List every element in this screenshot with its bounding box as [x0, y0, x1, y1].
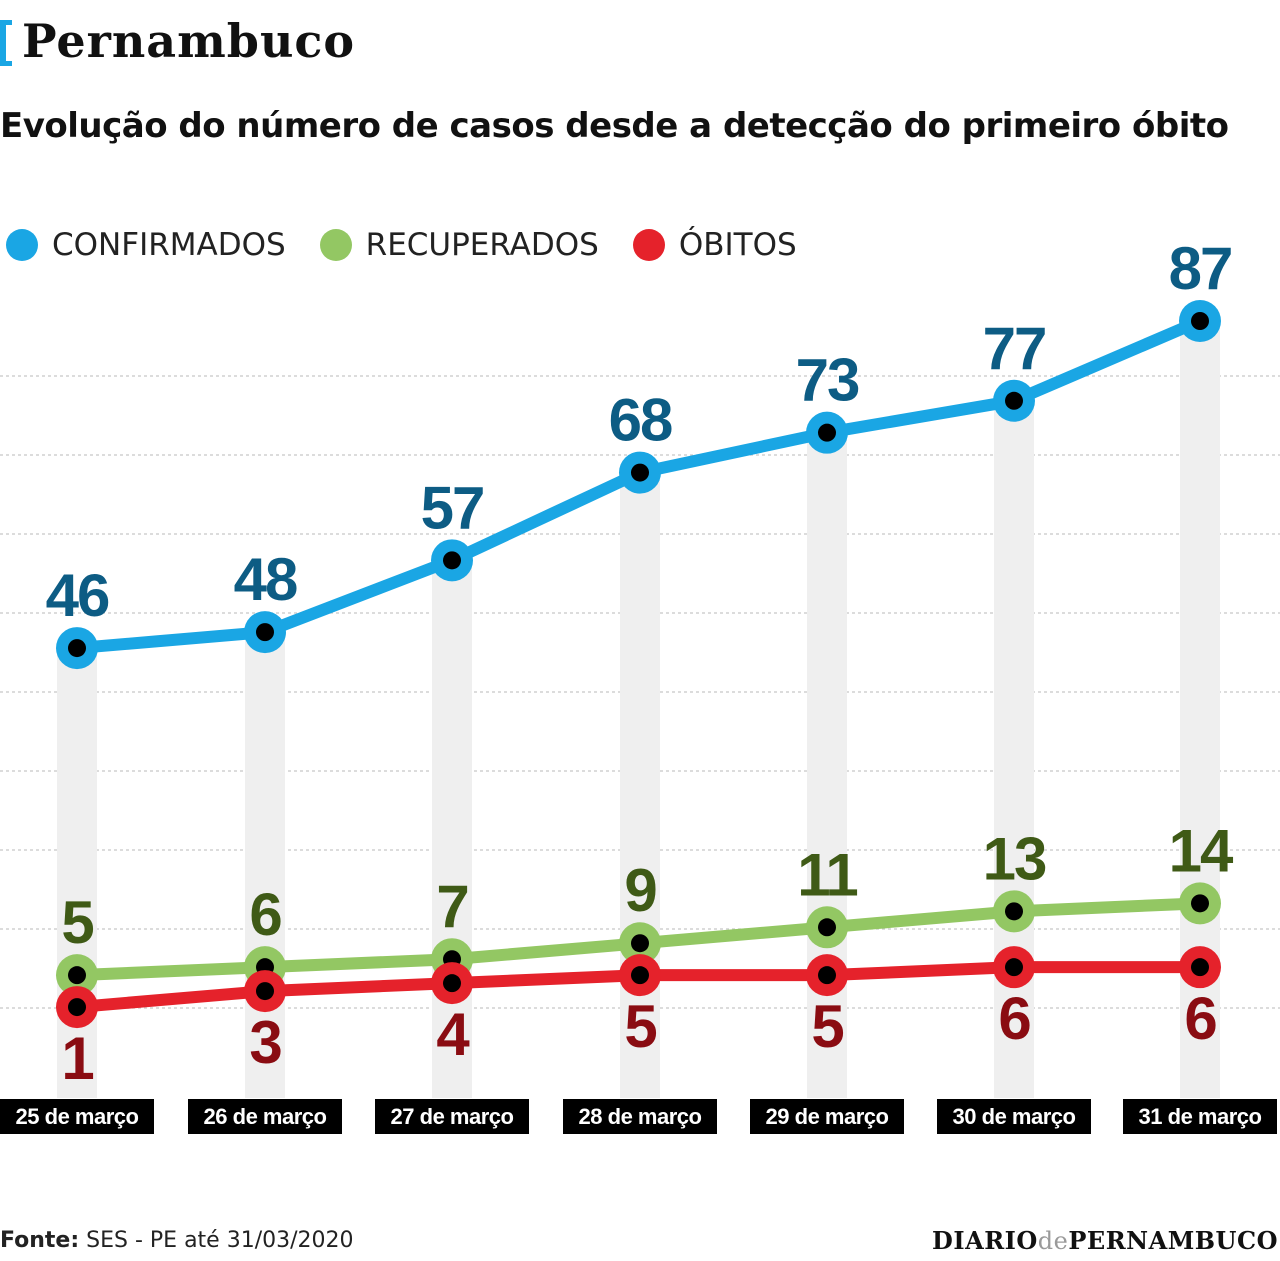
publisher-logo: DIARIOdePERNAMBUCO — [932, 1226, 1278, 1255]
date-box — [188, 1099, 342, 1134]
point-center-confirmados — [1005, 391, 1023, 410]
data-label-recuperados: 14 — [1169, 817, 1234, 884]
x-tick-label: 25 de março — [16, 1104, 139, 1129]
point-center-confirmados — [818, 423, 836, 442]
data-label-confirmados: 73 — [796, 347, 859, 414]
legend-label-obitos: ÓBITOS — [678, 227, 797, 263]
point-center-recuperados — [631, 934, 649, 953]
point-center-obitos — [443, 974, 461, 993]
date-box — [937, 1099, 1091, 1134]
data-label-confirmados: 48 — [234, 546, 297, 613]
date-box — [1123, 1099, 1277, 1134]
data-label-recuperados: 6 — [249, 881, 281, 948]
data-label-obitos: 5 — [624, 993, 656, 1060]
point-center-confirmados — [443, 551, 461, 570]
data-label-recuperados: 9 — [624, 857, 656, 924]
data-label-obitos: 3 — [249, 1009, 281, 1076]
source-label: Fonte: — [0, 1228, 80, 1253]
legend-dot-obitos — [632, 229, 665, 261]
point-center-obitos — [68, 998, 86, 1017]
data-label-obitos: 6 — [998, 985, 1030, 1052]
data-label-obitos: 1 — [61, 1025, 93, 1092]
data-label-recuperados: 13 — [983, 825, 1046, 892]
legend-item-recuperados: RECUPERADOS — [319, 227, 599, 263]
legend-dot-recuperados — [319, 229, 352, 261]
data-label-obitos: 4 — [436, 1001, 470, 1068]
x-tick-label: 26 de março — [204, 1104, 327, 1129]
point-center-obitos — [256, 982, 274, 1001]
x-tick-label: 27 de março — [391, 1104, 514, 1129]
point-center-recuperados — [68, 966, 86, 985]
legend-dot-confirmados — [6, 229, 38, 261]
date-box — [375, 1099, 529, 1134]
point-center-obitos — [1191, 958, 1209, 977]
data-label-recuperados: 5 — [61, 889, 93, 956]
logo-text-pernambuco: PERNAMBUCO — [1068, 1226, 1278, 1255]
date-box — [563, 1099, 717, 1134]
date-box — [750, 1099, 904, 1134]
source-note: Fonte: SES - PE até 31/03/2020 — [0, 1228, 354, 1253]
data-label-confirmados: 46 — [46, 562, 109, 629]
date-box — [0, 1099, 154, 1134]
data-label-recuperados: 7 — [436, 873, 467, 940]
source-text: SES - PE até 31/03/2020 — [86, 1228, 354, 1253]
legend-label-confirmados: CONFIRMADOS — [52, 227, 286, 263]
point-center-recuperados — [818, 918, 836, 937]
series — [56, 300, 1221, 1029]
data-label-confirmados: 77 — [983, 315, 1046, 382]
data-label-confirmados: 57 — [421, 474, 484, 541]
date-column — [245, 632, 285, 1098]
data-label-confirmados: 87 — [1169, 235, 1232, 302]
point-center-confirmados — [1191, 312, 1209, 330]
point-center-confirmados — [256, 623, 274, 642]
data-label-confirmados: 68 — [609, 387, 672, 454]
data-label-obitos: 6 — [1184, 985, 1216, 1052]
point-center-recuperados — [1005, 902, 1023, 921]
logo-text-de: de — [1037, 1227, 1069, 1255]
point-center-recuperados — [1191, 894, 1209, 913]
x-tick-label: 30 de março — [953, 1104, 1076, 1129]
page-title: Pernambuco — [22, 14, 356, 68]
point-center-obitos — [631, 966, 649, 985]
legend-label-recuperados: RECUPERADOS — [365, 227, 599, 263]
x-axis: 25 de março 26 de março 27 de março 28 de m… — [0, 1099, 1277, 1134]
legend-item-confirmados: CONFIRMADOS — [6, 227, 286, 263]
point-center-obitos — [1005, 958, 1023, 977]
x-tick-label: 31 de março — [1139, 1104, 1262, 1129]
x-tick-label: 29 de março — [766, 1104, 889, 1129]
date-column — [432, 560, 472, 1098]
point-center-confirmados — [631, 463, 649, 482]
point-center-confirmados — [68, 639, 86, 658]
data-label-obitos: 5 — [811, 993, 843, 1060]
point-center-obitos — [818, 966, 836, 985]
legend-item-obitos: ÓBITOS — [632, 227, 797, 263]
legend: CONFIRMADOS RECUPERADOS ÓBITOS — [6, 222, 831, 268]
data-label-recuperados: 11 — [797, 841, 857, 908]
x-tick-label: 28 de março — [579, 1104, 702, 1129]
chart-subtitle: Evolução do número de casos desde a dete… — [0, 106, 1229, 146]
bracket-icon — [0, 20, 12, 66]
logo-text-diario: DIARIO — [932, 1226, 1038, 1255]
